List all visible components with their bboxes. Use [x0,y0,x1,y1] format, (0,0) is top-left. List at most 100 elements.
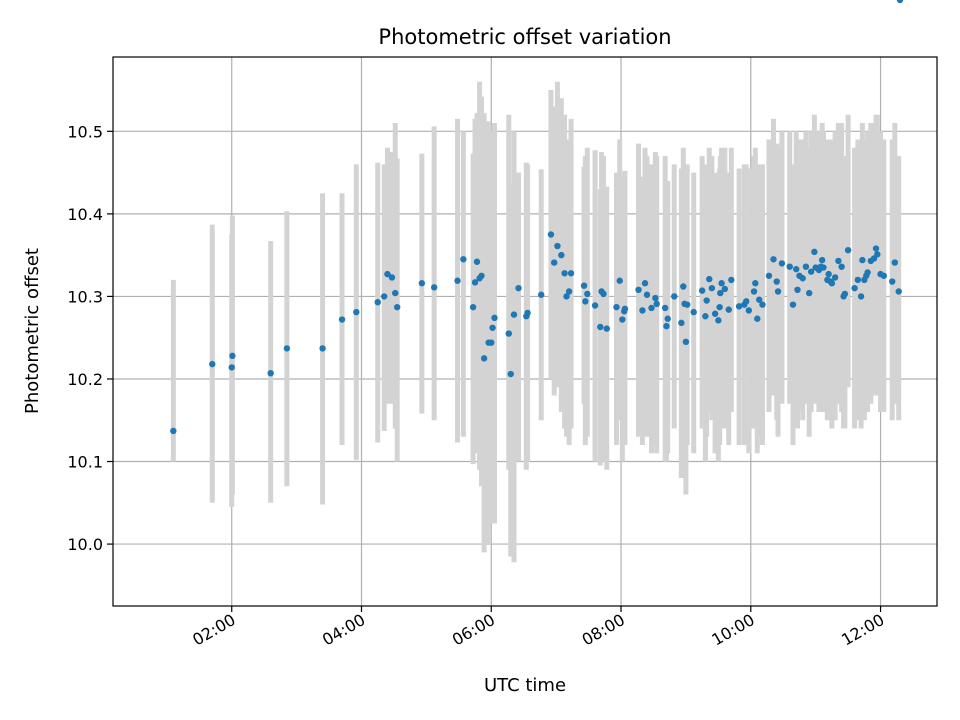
data-point [684,301,691,308]
data-point [895,288,902,295]
data-point [698,287,706,294]
data-point [678,319,685,327]
data-point [706,275,713,283]
data-point [703,297,710,304]
data-point [641,280,649,287]
x-axis-label: UTC time [484,675,566,696]
data-point [374,298,381,306]
data-point [554,242,561,250]
data-point [471,279,479,286]
data-point [603,325,610,332]
data-point [743,298,750,305]
data-points [170,0,904,435]
data-point [859,256,866,264]
y-tick-label: 10.4 [67,205,103,224]
data-point [754,315,761,322]
data-point [489,324,496,331]
data-point [565,288,573,295]
data-point [874,251,881,258]
data-point [580,282,588,289]
data-point [480,355,488,362]
data-point [393,303,401,311]
data-point [690,308,697,316]
data-point [621,305,629,312]
data-point [786,263,793,270]
data-point [799,275,806,282]
data-point [469,303,477,311]
data-point [889,278,896,285]
data-point [418,280,426,287]
data-point [209,360,216,368]
data-point [680,283,687,290]
data-point [851,284,858,292]
data-point [794,286,801,294]
data-point [671,293,678,300]
data-point [721,285,729,293]
data-point [854,276,862,284]
data-point [547,231,555,238]
data-point [778,260,786,267]
data-point [538,291,545,298]
data-point [430,284,438,291]
data-point [891,259,899,266]
data-point [229,352,236,360]
data-point [841,290,849,298]
data-point [454,277,461,284]
data-point [664,315,671,322]
data-point [648,304,655,312]
data-point [563,293,570,300]
data-point [460,256,467,263]
data-point [488,339,495,346]
data-point [807,268,815,275]
data-point [338,316,346,323]
data-point [759,301,766,308]
data-point [619,316,626,323]
data-point [857,293,865,300]
data-point [838,263,845,270]
data-point [491,314,498,322]
data-point [831,274,839,281]
chart-title: Photometric offset variation [378,25,671,49]
y-axis-label: Photometric offset [22,248,43,414]
data-point [319,345,326,352]
data-point [770,256,777,263]
data-point [802,263,810,270]
y-axis-ticks: 10.0 10.1 10.2 10.3 10.4 10.5 [67,122,113,554]
data-point [597,323,604,331]
data-point [584,290,591,298]
data-point [567,270,575,277]
data-point [716,303,723,311]
data-point [774,288,782,295]
data-point [805,289,813,297]
data-point [515,284,522,292]
plot-frame [112,56,938,607]
data-point [725,306,732,313]
data-point [820,264,827,271]
data-point [717,289,724,297]
data-point [591,302,599,309]
data-point [524,309,531,317]
data-point [384,270,391,278]
data-point [825,270,832,278]
data-point [388,274,396,281]
data-point [745,307,753,314]
y-tick-label: 10.5 [67,122,103,141]
data-point [510,311,518,318]
data-point [392,289,399,297]
data-point [896,0,904,4]
data-point [558,251,565,259]
data-point [818,256,826,264]
data-point [267,369,274,377]
data-point [505,330,512,337]
data-point [844,246,852,254]
data-point [478,272,485,279]
data-point [789,301,797,308]
data-point [600,290,607,298]
data-point [507,370,514,378]
data-point [752,280,759,287]
data-point [864,269,871,276]
data-point [880,272,887,279]
data-point [635,286,642,294]
y-tick-label: 10.1 [67,453,103,472]
